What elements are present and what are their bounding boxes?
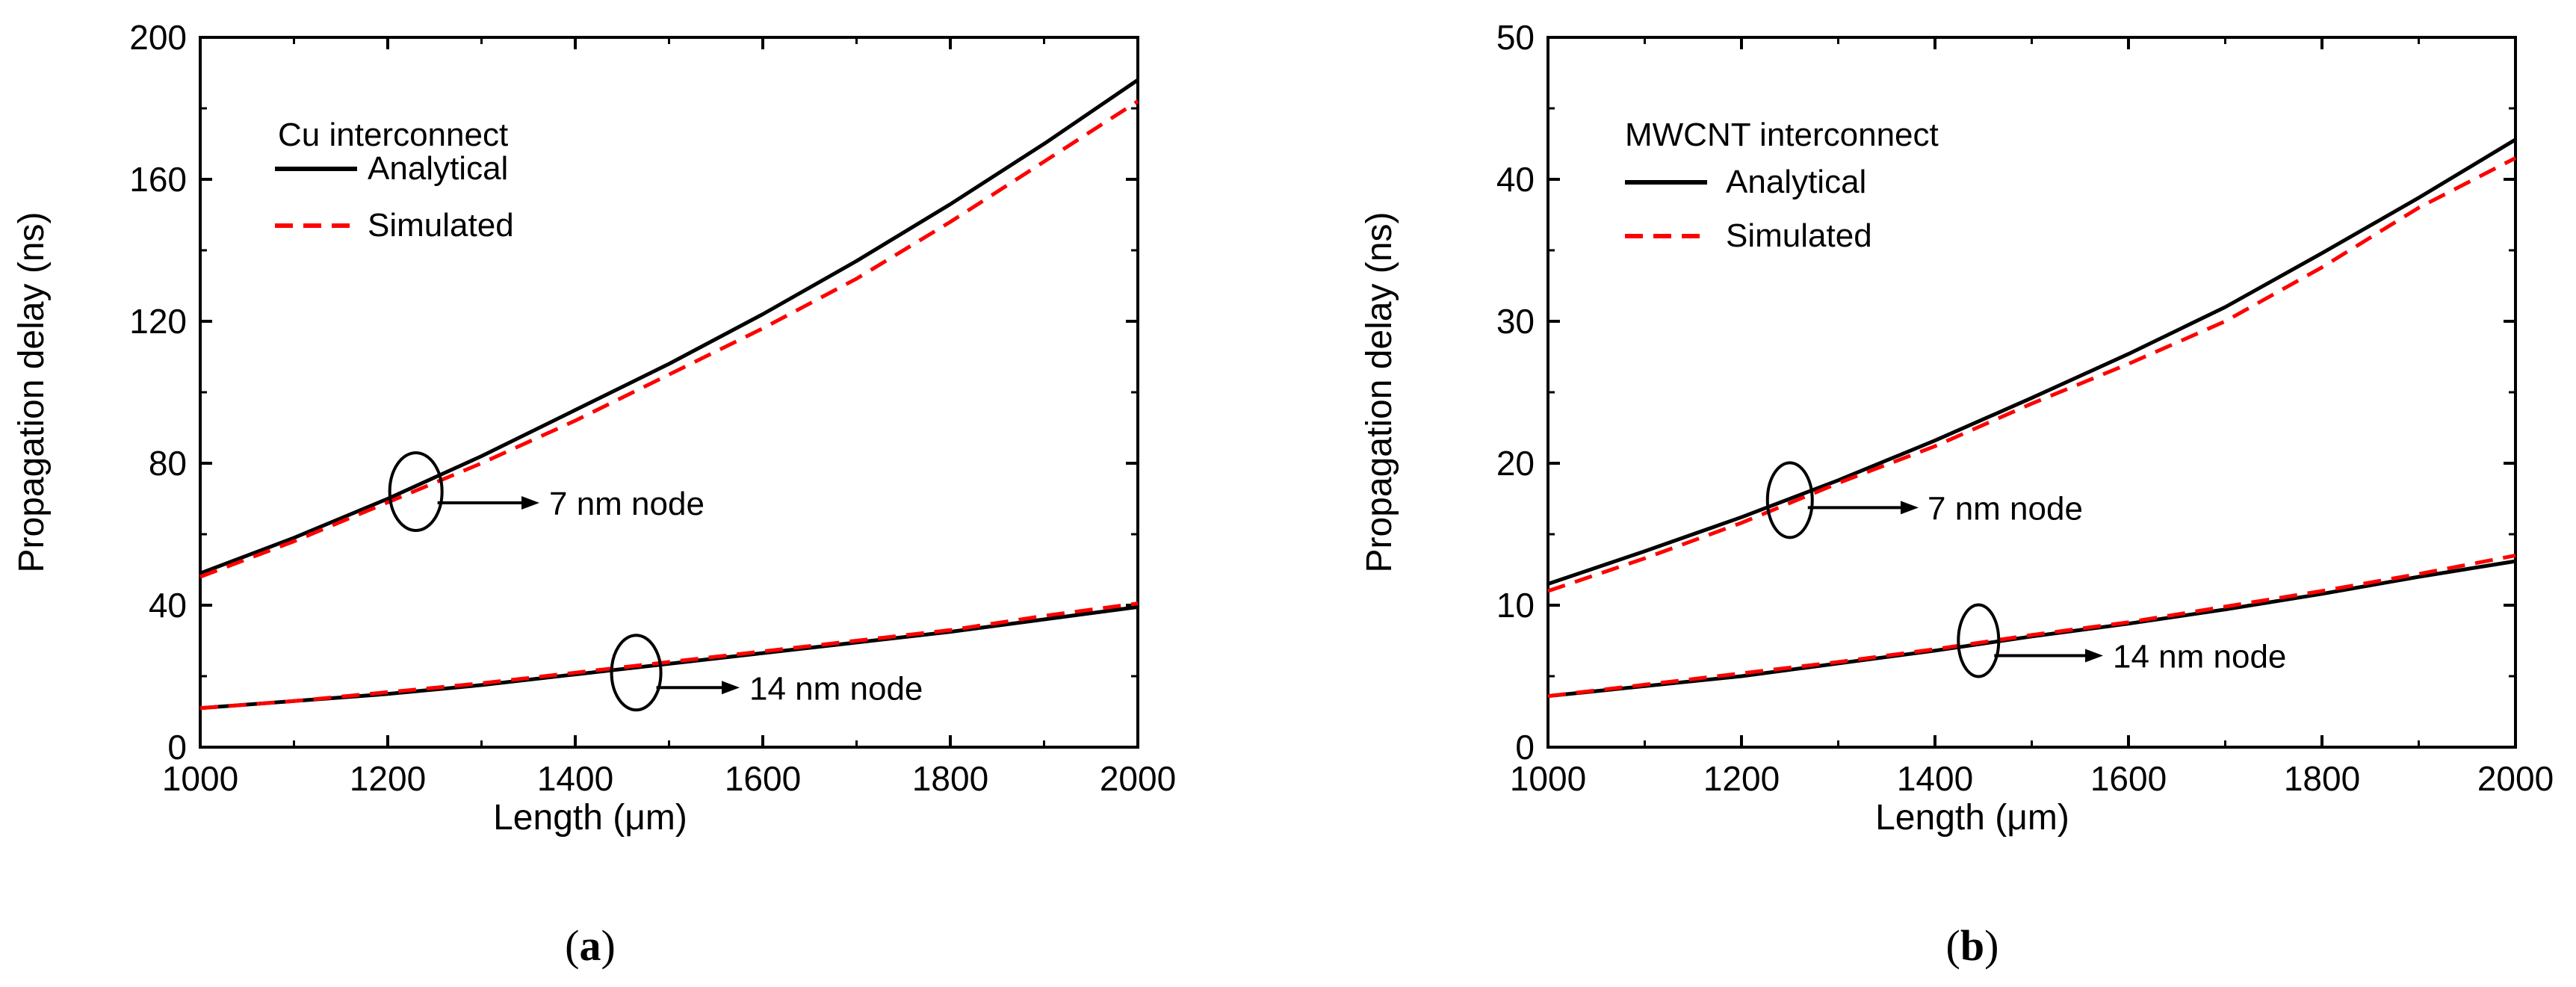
x-tick-label: 1800 — [2284, 759, 2360, 798]
legend-label-simulated: Simulated — [1726, 217, 1872, 254]
y-tick-label: 0 — [1515, 728, 1535, 767]
y-tick-label: 0 — [167, 728, 187, 767]
x-tick-label: 2000 — [1100, 759, 1176, 798]
legend-label-analytical: Analytical — [368, 150, 508, 187]
series-line-simulated-7-nm-node — [1547, 156, 2517, 593]
y-axis-label: Propagation delay (ns) — [12, 212, 52, 573]
x-tick-label: 1600 — [725, 759, 801, 798]
panel-caption: (a) — [565, 921, 616, 970]
caption-letter: a — [580, 921, 601, 970]
annotation-ellipse — [610, 634, 663, 712]
y-tick-label: 40 — [1496, 160, 1535, 199]
series-line-analytical-7-nm-node — [1547, 137, 2517, 586]
annotation-label: 14 nm node — [2113, 639, 2286, 675]
y-tick-label: 160 — [129, 160, 187, 199]
y-tick-label: 80 — [149, 444, 187, 483]
x-axis-label: Length (μm) — [1875, 798, 2069, 838]
y-tick-label: 200 — [129, 18, 187, 57]
legend-label-simulated: Simulated — [368, 207, 514, 244]
caption-open: ( — [565, 921, 579, 970]
y-tick-label: 10 — [1496, 586, 1535, 625]
legend-title: MWCNT interconnect — [1625, 117, 1939, 153]
annotation-label: 7 nm node — [549, 486, 705, 522]
caption-letter: b — [1960, 921, 1984, 970]
y-tick-label: 120 — [129, 302, 187, 341]
legend-label-analytical: Analytical — [1726, 164, 1866, 200]
annotation-arrow-head — [521, 496, 539, 510]
annotation-ellipse — [1957, 603, 2001, 678]
series-line-simulated-7-nm-node — [199, 99, 1139, 579]
x-tick-label: 1000 — [1510, 759, 1586, 798]
caption-close: ) — [1984, 921, 1998, 970]
x-tick-label: 2000 — [2477, 759, 2554, 798]
caption-close: ) — [601, 921, 616, 970]
panel-a: 1000 1200 1400 1600 1800 2000 0 40 80 120 160 200 Le… — [12, 18, 1176, 970]
y-tick-label: 40 — [149, 586, 187, 625]
series-line-simulated-14-nm-node — [199, 601, 1139, 711]
series-line-simulated-14-nm-node — [1547, 554, 2516, 699]
annotation-label: 7 nm node — [1928, 490, 2083, 527]
x-tick-label: 1200 — [1703, 759, 1780, 798]
annotation-arrow-head — [722, 681, 740, 695]
x-tick-label: 1000 — [162, 759, 238, 798]
x-axis-label: Length (μm) — [493, 798, 687, 838]
y-tick-label: 30 — [1496, 302, 1535, 341]
caption-open: ( — [1946, 921, 1960, 970]
x-tick-label: 1800 — [912, 759, 988, 798]
panel-caption: (b) — [1946, 921, 1999, 970]
series-line-analytical-7-nm-node — [199, 78, 1139, 575]
x-tick-label: 1600 — [2090, 759, 2167, 798]
annotation-ellipse — [388, 451, 444, 532]
y-tick-label: 50 — [1496, 18, 1535, 57]
legend-title: Cu interconnect — [278, 117, 508, 153]
x-tick-label: 1200 — [350, 759, 426, 798]
y-axis-label: Propagation delay (ns) — [1360, 212, 1399, 573]
x-tick-label: 1400 — [537, 759, 613, 798]
annotation-arrow-head — [2085, 649, 2103, 663]
x-tick-label: 1400 — [1897, 759, 1973, 798]
panel-b: 1000 1200 1400 1600 1800 2000 0 10 20 30 40 50 Lengt… — [1360, 18, 2554, 970]
y-tick-label: 20 — [1496, 444, 1535, 483]
annotation-label: 14 nm node — [749, 670, 923, 707]
annotation-arrow-head — [1901, 501, 1919, 515]
annotation-ellipse — [1765, 461, 1814, 539]
